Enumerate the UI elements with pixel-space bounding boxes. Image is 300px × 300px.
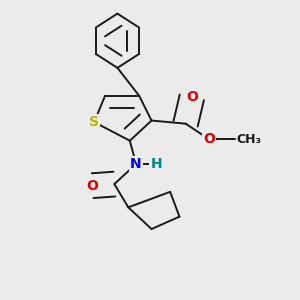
Text: N: N [130,157,142,171]
Text: O: O [87,178,99,193]
Text: H: H [150,157,162,171]
Text: O: O [203,132,215,146]
Text: S: S [89,115,99,129]
Text: O: O [186,90,198,104]
Text: CH₃: CH₃ [237,133,262,146]
